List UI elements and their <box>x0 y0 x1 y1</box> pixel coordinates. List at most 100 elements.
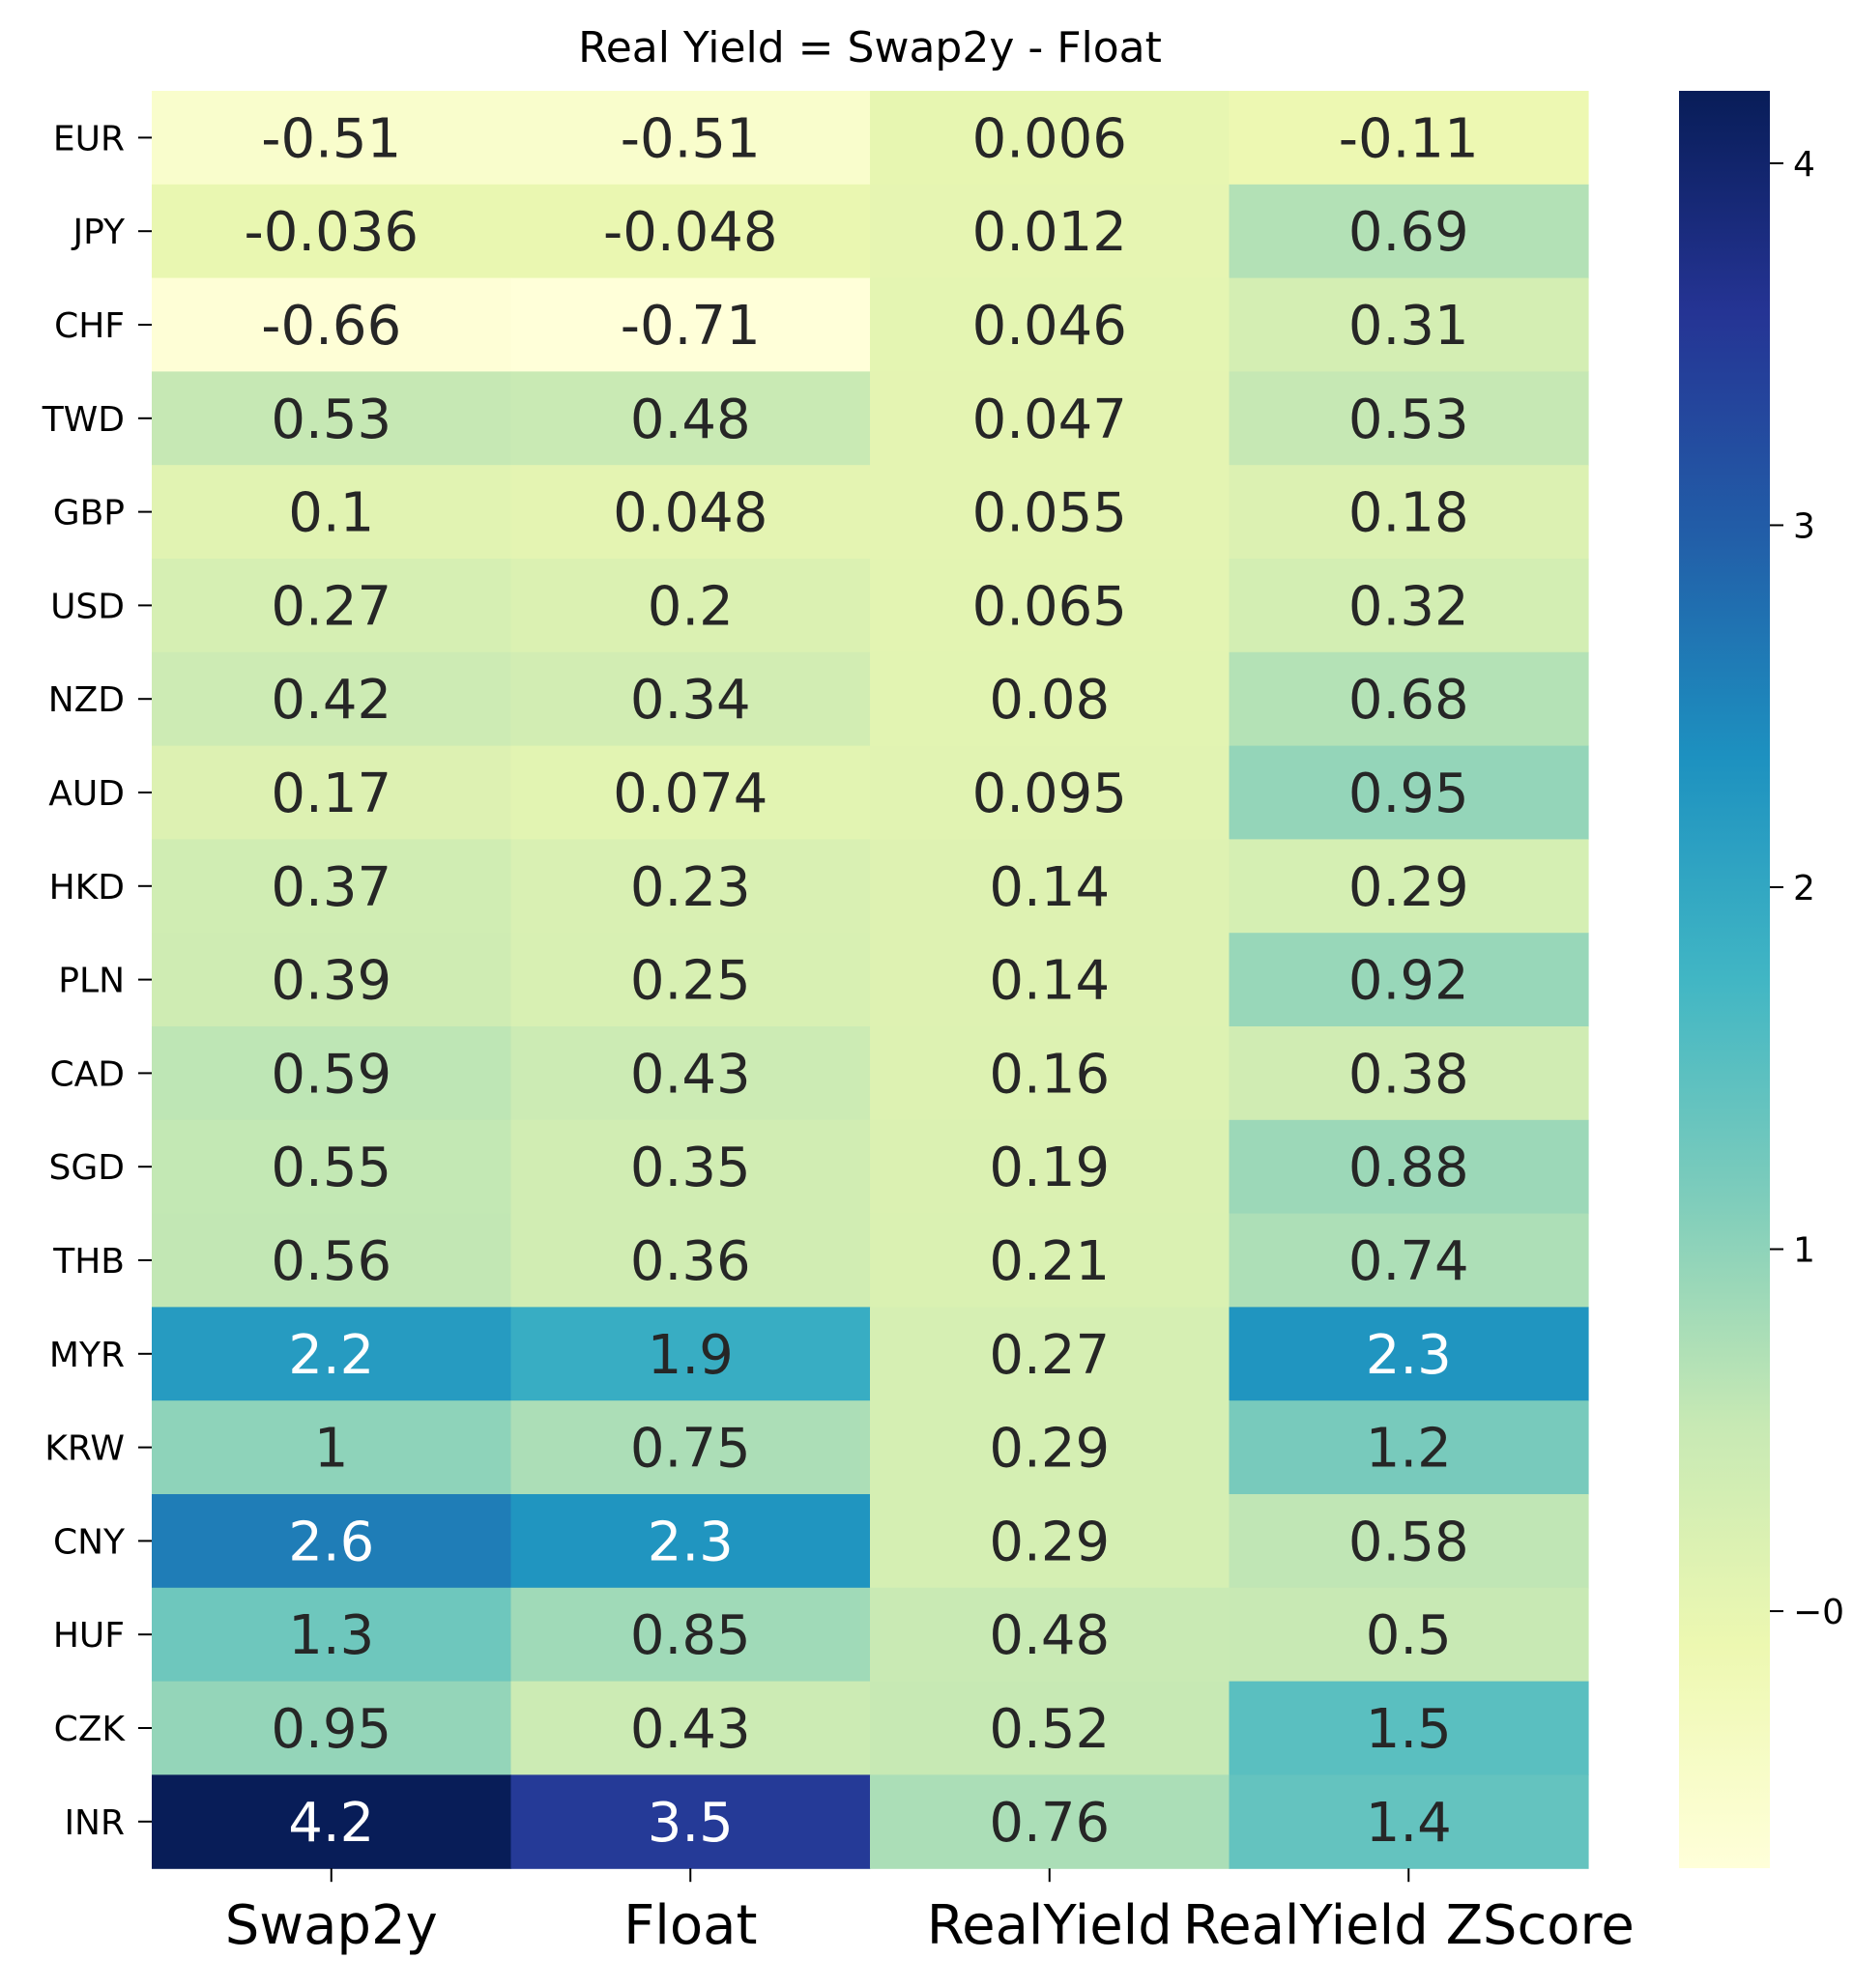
cell-value-label: 0.59 <box>271 1043 391 1106</box>
cell-value-label: 0.29 <box>989 1418 1110 1481</box>
heatmap-cell <box>152 1026 512 1121</box>
heatmap-cell <box>152 933 512 1027</box>
y-tick-label: INR <box>64 1803 125 1843</box>
heatmap-cell <box>870 1494 1231 1589</box>
heatmap-cell <box>152 277 512 372</box>
cell-value-label: 0.065 <box>972 575 1127 638</box>
heatmap-cell <box>1229 1774 1589 1869</box>
cell-value-label: 0.16 <box>989 1043 1110 1106</box>
y-tick-label: NZD <box>48 680 125 720</box>
heatmap-cell <box>152 1587 512 1683</box>
cell-value-label: 0.25 <box>630 950 751 1013</box>
heatmap-cell <box>510 1026 871 1121</box>
cell-value-label: -0.048 <box>603 201 778 264</box>
heatmap-cell <box>152 184 512 279</box>
y-tick-label: PLN <box>58 962 125 1001</box>
cell-value-label: 0.012 <box>972 201 1127 264</box>
cell-value-label: -0.51 <box>621 107 761 170</box>
heatmap-cell <box>152 1774 512 1869</box>
cell-value-label: 1.2 <box>1366 1418 1452 1481</box>
cell-value-label: 0.32 <box>1348 575 1469 638</box>
cell-value-label: 2.2 <box>288 1324 374 1387</box>
heatmap-cell <box>510 1307 871 1401</box>
heatmap-cell <box>152 1681 512 1775</box>
colorbar-tick-label: −0 <box>1793 1593 1844 1632</box>
heatmap-cell <box>870 184 1231 279</box>
cell-value-label: 0.08 <box>989 669 1110 732</box>
heatmap-cell <box>510 1494 871 1589</box>
cell-value-label: 1 <box>314 1418 349 1481</box>
heatmap-cell <box>152 91 512 186</box>
heatmap-cell <box>510 839 871 934</box>
heatmap-cell <box>1229 1119 1589 1215</box>
heatmap-cell <box>1229 1681 1589 1775</box>
y-tick-label: TWD <box>42 400 125 440</box>
y-tick-label: EUR <box>53 119 125 158</box>
heatmap-cell <box>1229 1400 1589 1495</box>
cell-value-label: 0.2 <box>648 575 734 638</box>
cell-value-label: 0.006 <box>972 107 1127 170</box>
heatmap-cell <box>1229 1213 1589 1308</box>
cell-value-label: 0.1 <box>288 482 374 545</box>
heatmap-cell <box>870 1400 1231 1495</box>
y-tick-label: JPY <box>71 213 126 252</box>
heatmap-cell <box>510 184 871 279</box>
heatmap-cell <box>1229 1026 1589 1121</box>
heatmap-cell <box>1229 651 1589 747</box>
heatmap-cell <box>1229 745 1589 840</box>
cell-value-label: -0.036 <box>244 201 419 264</box>
heatmap-cell <box>1229 465 1589 560</box>
heatmap-cell <box>870 1774 1231 1869</box>
y-tick-label: CHF <box>54 306 125 346</box>
cell-value-label: 0.56 <box>271 1230 391 1293</box>
heatmap-cell <box>152 1119 512 1215</box>
cell-value-label: 0.75 <box>630 1418 751 1481</box>
heatmap-cell <box>1229 1587 1589 1683</box>
cell-value-label: -0.11 <box>1339 107 1479 170</box>
cell-value-label: 0.39 <box>271 950 391 1013</box>
heatmap-cell <box>870 745 1231 840</box>
cell-value-label: 0.42 <box>271 669 391 732</box>
x-tick-label: Float <box>623 1894 757 1957</box>
cell-value-label: 1.4 <box>1366 1792 1452 1855</box>
cell-value-label: 0.14 <box>989 856 1110 919</box>
heatmap-cell <box>510 277 871 372</box>
heatmap-cell <box>1229 933 1589 1027</box>
heatmap-cell <box>152 1213 512 1308</box>
heatmap-cell <box>870 1681 1231 1775</box>
cell-value-label: 0.95 <box>271 1698 391 1761</box>
cell-value-label: 0.29 <box>1348 856 1469 919</box>
heatmap-cell <box>510 559 871 653</box>
heatmap-cell <box>870 1213 1231 1308</box>
heatmap-cell <box>870 839 1231 934</box>
heatmap-cell <box>1229 184 1589 279</box>
cell-value-label: -0.51 <box>261 107 401 170</box>
y-tick-label: SGD <box>49 1148 125 1188</box>
cell-value-label: 0.29 <box>989 1511 1110 1573</box>
chart-title: Real Yield = Swap2y - Float <box>578 23 1162 72</box>
y-tick-label: KRW <box>44 1429 125 1469</box>
y-tick-label: MYR <box>49 1336 125 1375</box>
heatmap-cell <box>870 1587 1231 1683</box>
heatmap-cell <box>870 277 1231 372</box>
heatmap-cell <box>870 371 1231 466</box>
colorbar-gradient <box>1679 91 1770 1868</box>
cell-value-label: 0.34 <box>630 669 751 732</box>
cell-value-label: 0.074 <box>613 763 767 825</box>
cell-value-label: 0.58 <box>1348 1511 1469 1573</box>
cell-value-label: 0.046 <box>972 295 1127 358</box>
cell-value-label: 0.37 <box>271 856 391 919</box>
y-tick-label: HUF <box>53 1616 125 1656</box>
heatmap-cell <box>1229 1307 1589 1401</box>
cell-value-label: 0.5 <box>1366 1604 1452 1667</box>
heatmap-cell <box>870 465 1231 560</box>
cell-value-label: 0.27 <box>989 1324 1110 1387</box>
heatmap-cell <box>510 1587 871 1683</box>
heatmap-cell <box>152 745 512 840</box>
cell-value-label: 0.92 <box>1348 950 1469 1013</box>
cell-value-label: 0.21 <box>989 1230 1110 1293</box>
y-tick-label: CAD <box>50 1054 125 1094</box>
cell-value-label: 4.2 <box>288 1792 374 1855</box>
cell-value-label: 0.88 <box>1348 1137 1469 1199</box>
heatmap-cells <box>152 91 1589 1869</box>
